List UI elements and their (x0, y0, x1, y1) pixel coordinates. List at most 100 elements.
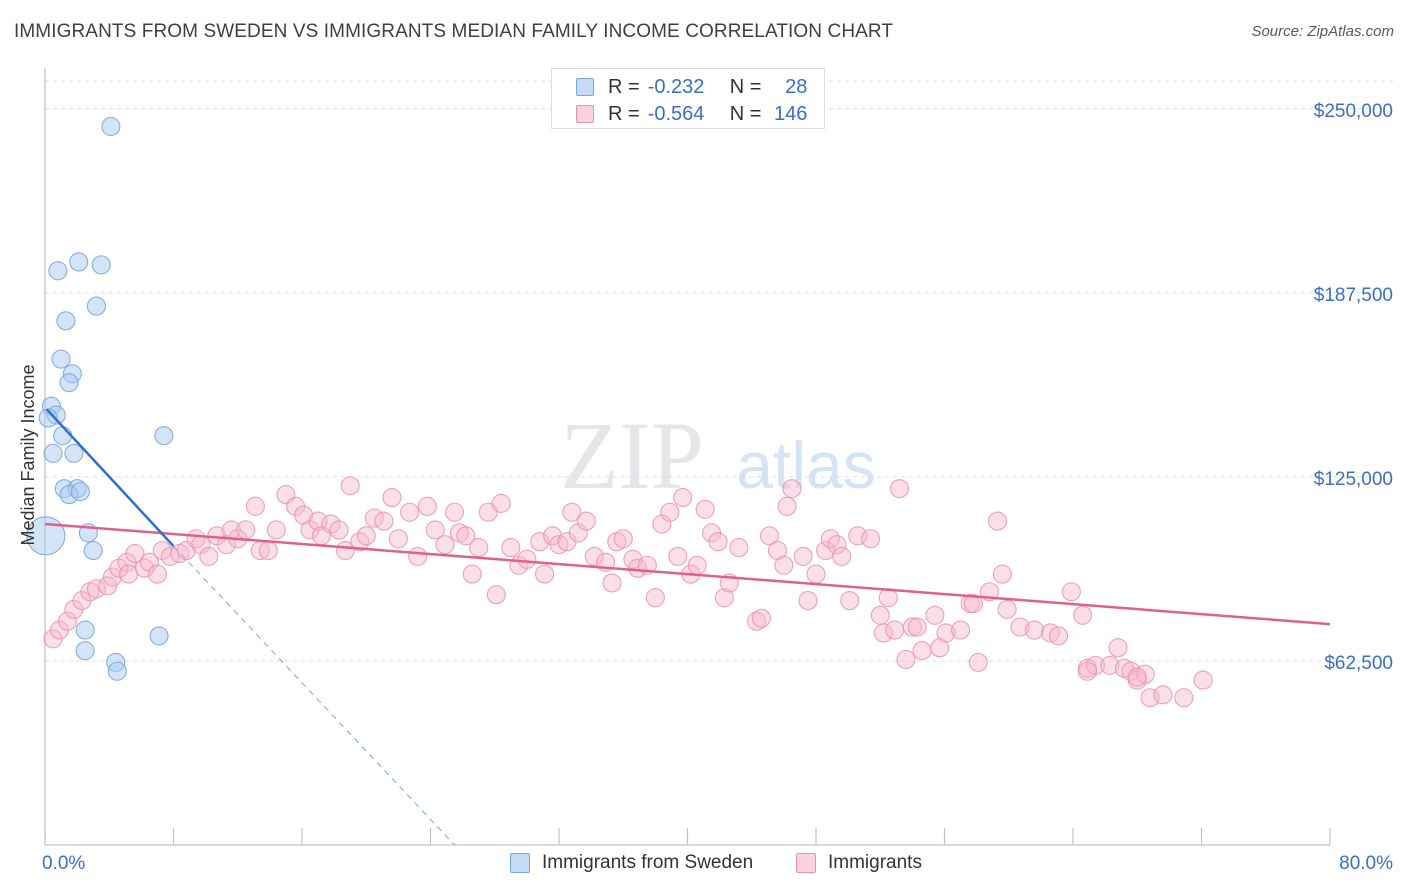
data-point-sweden (154, 426, 174, 446)
chart-source: Source: ZipAtlas.com (1251, 23, 1394, 40)
data-point-immigrants (1100, 655, 1120, 675)
data-point-immigrants (889, 479, 910, 499)
data-point-immigrants (57, 611, 78, 631)
data-point-immigrants (329, 520, 349, 540)
data-point-immigrants (912, 641, 932, 661)
legend-n-value: 146 (774, 102, 808, 125)
watermark-zip: ZIP (560, 402, 704, 509)
watermark: ZIP atlas (560, 402, 876, 509)
data-point-immigrants (1077, 661, 1098, 681)
legend-label-immigrants: Immigrants (828, 852, 922, 873)
data-point-immigrants (216, 535, 237, 555)
data-point-sweden (51, 349, 71, 369)
data-point-immigrants (902, 617, 922, 637)
data-point-immigrants (584, 546, 604, 566)
data-point-immigrants (517, 549, 537, 569)
data-point-immigrants (400, 502, 420, 522)
data-point-immigrants (840, 591, 860, 611)
data-point-immigrants (968, 652, 988, 672)
legend-item-sweden[interactable]: Immigrants from Sweden (510, 852, 753, 874)
data-point-sweden (70, 482, 90, 502)
data-point-immigrants (576, 511, 596, 531)
data-point-immigrants (1024, 620, 1044, 640)
data-point-immigrants (963, 593, 983, 614)
data-point-sweden (56, 311, 76, 331)
legend-swatch-blue (576, 78, 594, 96)
data-point-sweden (86, 296, 106, 316)
data-point-immigrants (873, 623, 894, 643)
data-point-immigrants (687, 555, 707, 575)
data-point-sweden (53, 426, 73, 446)
data-point-immigrants (118, 564, 139, 584)
data-point-immigrants (861, 529, 881, 549)
y-tick-label: $62,500 (1324, 653, 1393, 674)
data-point-immigrants (827, 535, 847, 555)
legend-r-label: R = (608, 75, 640, 98)
data-point-sweden (64, 443, 84, 463)
data-point-immigrants (645, 588, 665, 608)
legend-item-immigrants[interactable]: Immigrants (796, 852, 922, 874)
legend-n-label: N = (729, 75, 762, 98)
y-tick-label: $187,500 (1314, 285, 1393, 306)
immigrants-points (43, 476, 1213, 708)
data-point-immigrants (1073, 605, 1093, 625)
data-point-immigrants (992, 564, 1012, 584)
data-point-sweden (59, 373, 79, 393)
data-point-immigrants (673, 487, 693, 508)
data-point-sweden (48, 261, 68, 281)
data-point-immigrants (388, 529, 408, 549)
data-point-immigrants (435, 535, 455, 555)
data-point-sweden (149, 626, 169, 646)
data-point-immigrants (695, 499, 715, 519)
data-point-sweden (43, 443, 63, 463)
legend-swatch-blue (510, 853, 530, 873)
data-point-immigrants (885, 620, 905, 640)
data-point-immigrants (729, 538, 749, 558)
data-point-sweden (75, 620, 95, 640)
legend-row-sweden: R = -0.232 N = 28 (576, 75, 807, 99)
data-point-immigrants (623, 549, 643, 569)
trend-line-sweden (45, 408, 175, 547)
data-point-immigrants (668, 546, 688, 566)
data-point-sweden (107, 661, 127, 681)
data-point-immigrants (714, 588, 734, 608)
axis-labels: $62,500 $125,000 $187,500 $250,000 0.0% 80.0% (42, 101, 1393, 874)
series-legend: Immigrants from Sweden Immigrants (0, 852, 1406, 878)
data-point-immigrants (374, 511, 394, 531)
correlation-legend: R = -0.232 N = 28 R = -0.564 N = 146 (551, 68, 825, 129)
data-point-immigrants (1127, 667, 1147, 687)
data-point-immigrants (832, 546, 852, 566)
data-point-immigrants (907, 617, 927, 637)
legend-row-immigrants: R = -0.564 N = 146 (576, 102, 807, 126)
data-point-immigrants (425, 520, 445, 540)
legend-r-value: -0.232 (647, 75, 705, 98)
data-point-immigrants (613, 529, 633, 549)
data-point-immigrants (798, 591, 818, 611)
data-point-immigrants (236, 520, 256, 540)
data-point-sweden (69, 252, 89, 272)
trend-lines (44, 408, 1331, 846)
data-point-immigrants (356, 526, 376, 546)
data-point-sweden (101, 116, 121, 137)
data-point-immigrants (486, 585, 506, 605)
trend-line-sweden-extension (173, 545, 456, 846)
data-point-immigrants (469, 538, 489, 558)
data-point-immigrants (125, 543, 145, 564)
data-point-immigrants (936, 623, 956, 643)
data-point-immigrants (462, 564, 482, 584)
chart-title: IMMIGRANTS FROM SWEDEN VS IMMIGRANTS MED… (14, 21, 894, 42)
data-point-immigrants (774, 555, 794, 575)
data-point-immigrants (708, 532, 728, 552)
x-tick-label: 80.0% (1339, 853, 1393, 874)
data-point-immigrants (340, 476, 360, 496)
data-point-immigrants (382, 487, 402, 508)
trend-line-immigrants (44, 522, 1331, 626)
data-point-immigrants (1010, 617, 1030, 637)
data-point-immigrants (806, 564, 826, 584)
data-point-immigrants (445, 502, 465, 522)
data-point-immigrants (987, 511, 1008, 531)
data-point-immigrants (925, 605, 945, 625)
data-point-immigrants (258, 540, 278, 561)
y-tick-label: $250,000 (1314, 101, 1393, 122)
